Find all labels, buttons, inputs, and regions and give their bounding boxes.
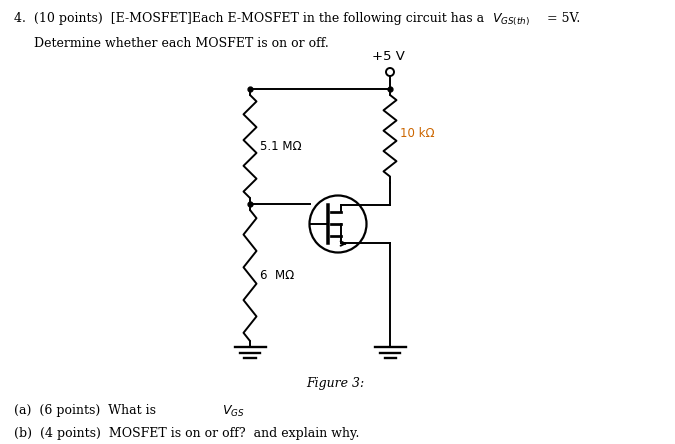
Text: 6  MΩ: 6 MΩ [260, 269, 294, 282]
Text: Determine whether each MOSFET is on or off.: Determine whether each MOSFET is on or o… [34, 37, 329, 50]
Text: $V_{GS(th)}$: $V_{GS(th)}$ [492, 12, 530, 28]
Text: +5 V: +5 V [371, 50, 404, 63]
Text: (b)  (4 points)  MOSFET is on or off?  and explain why.: (b) (4 points) MOSFET is on or off? and … [14, 427, 359, 440]
Text: $V_{GS}$: $V_{GS}$ [222, 404, 244, 419]
Text: = 5V.: = 5V. [547, 12, 580, 25]
Text: 5.1 MΩ: 5.1 MΩ [260, 140, 302, 153]
Text: 4.  (10 points)  [E-MOSFET]Each E-MOSFET in the following circuit has a: 4. (10 points) [E-MOSFET]Each E-MOSFET i… [14, 12, 488, 25]
Text: (a)  (6 points)  What is: (a) (6 points) What is [14, 404, 160, 417]
Text: 10 kΩ: 10 kΩ [400, 127, 435, 140]
Text: Figure 3:: Figure 3: [306, 377, 364, 390]
